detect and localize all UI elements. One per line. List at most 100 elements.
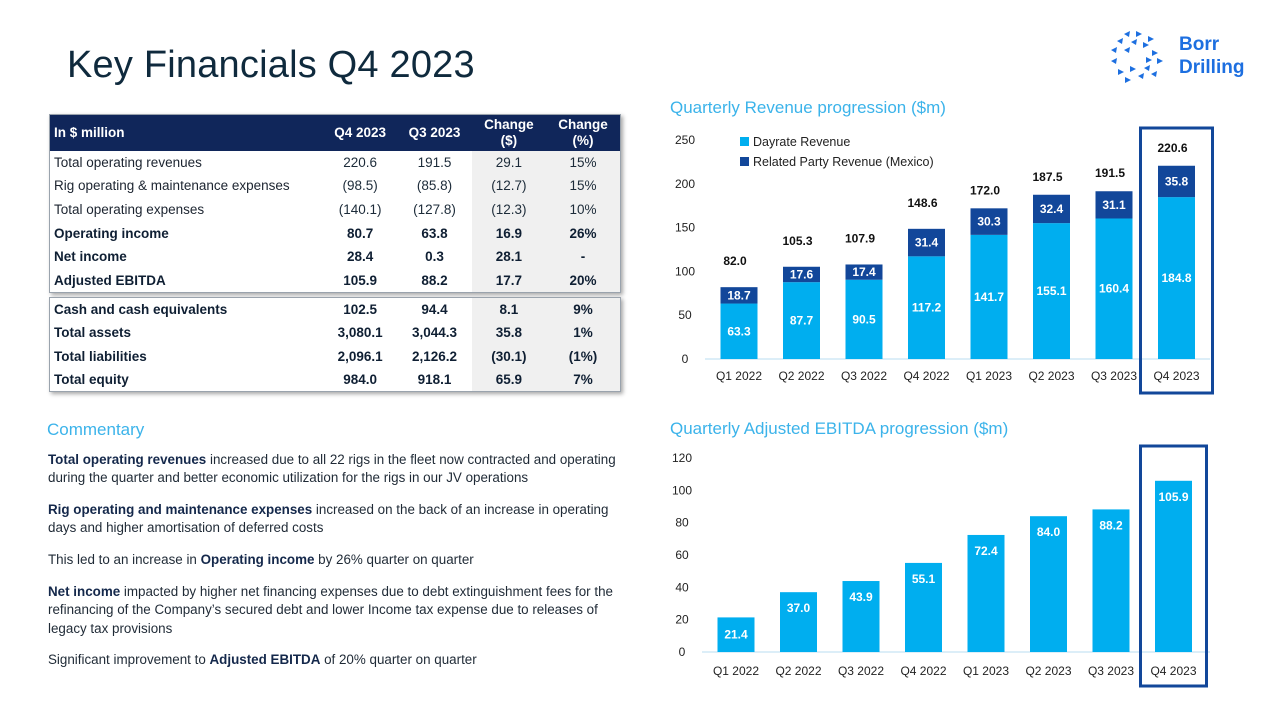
commentary-emphasis: Operating income	[200, 552, 315, 568]
commentary-paragraph: Rig operating and maintenance expenses i…	[48, 501, 618, 538]
y-tick-label: 150	[675, 221, 695, 235]
y-tick-label: 0	[679, 645, 686, 659]
cell-change-dollar: (12.7)	[471, 174, 547, 198]
table-row: Rig operating & maintenance expenses (98.…	[50, 174, 621, 198]
bar-ebitda	[1030, 516, 1067, 652]
data-label-dayrate: 117.2	[912, 301, 942, 315]
cell-change-pct: -	[546, 244, 621, 269]
legend-label: Dayrate Revenue	[753, 135, 850, 149]
cell-q4-2023: 3,080.1	[337, 325, 383, 341]
revenue-chart: 0 50 100 150 200 250 Dayrate Revenue Related Pa…	[675, 126, 1214, 395]
row-label: Cash and cash equivalents	[54, 302, 228, 318]
cell-change-pct: 10%	[546, 197, 621, 222]
bar-ebitda	[1092, 509, 1130, 652]
cell-q4-2023: 105.9	[343, 272, 378, 288]
table-row: Total operating revenues 220.6 191.5 29.1 15…	[50, 150, 621, 175]
data-label-dayrate: 87.7	[790, 314, 814, 328]
x-tick-label: Q2 2023	[1028, 369, 1074, 383]
cell-change-pct: 15%	[546, 174, 621, 198]
cell-change-dollar: 28.1	[471, 244, 547, 269]
revenue-chart-title: Quarterly Revenue progression ($m)	[670, 98, 946, 117]
data-label-total: 105.3	[782, 234, 812, 248]
row-label: Total liabilities	[54, 348, 147, 364]
table-row: Total liabilities 2,096.1 2,126.2 (30.1) (1%…	[50, 344, 621, 369]
header-change-pct-line2: (%)	[572, 132, 594, 148]
cell-change-pct: 7%	[546, 368, 621, 392]
data-label-ebitda: 72.4	[974, 544, 998, 558]
cell-q4-2023: 2,096.1	[337, 348, 383, 364]
cell-change-pct: 9%	[546, 297, 621, 322]
y-tick-label: 60	[675, 548, 689, 562]
x-tick-label: Q1 2022	[713, 664, 759, 678]
commentary-emphasis: Total operating revenues	[48, 452, 207, 467]
x-tick-label: Q2 2022	[778, 369, 824, 383]
table-row: Total assets 3,080.1 3,044.3 35.8 1%	[50, 321, 621, 345]
data-label-ebitda: 105.9	[1158, 490, 1188, 504]
data-label-related-party: 17.6	[790, 267, 814, 281]
cell-change-dollar: 17.7	[471, 268, 547, 293]
logo-mark-icon	[1111, 31, 1163, 83]
bar-dayrate	[845, 279, 883, 359]
data-label-total: 220.6	[1157, 141, 1187, 155]
cell-q4-2023: 102.5	[343, 302, 378, 318]
commentary-paragraph: Significant improvement to Adjusted EBIT…	[48, 651, 618, 669]
data-label-dayrate: 184.8	[1161, 271, 1191, 285]
bar-dayrate	[720, 303, 758, 359]
commentary-text: by 26% quarter on quarter	[314, 552, 474, 568]
cell-q4-2023: (140.1)	[338, 201, 382, 217]
data-label-related-party: 30.3	[977, 215, 1001, 229]
data-label-related-party: 17.4	[852, 265, 876, 279]
cell-q3-2023: 0.3	[425, 249, 444, 265]
cell-change-dollar: 8.1	[471, 297, 547, 322]
bar-ebitda	[967, 534, 1005, 652]
legend-label: Related Party Revenue (Mexico)	[753, 155, 934, 169]
income-statement-table: In $ million Q4 2023 Q3 2023 Change ($) …	[49, 114, 621, 293]
page-title: Key Financials Q4 2023	[67, 44, 475, 86]
highlight-box	[1139, 126, 1214, 395]
commentary-pre-text: Significant improvement to	[48, 652, 210, 668]
x-tick-label: Q2 2023	[1025, 664, 1071, 678]
highlight-box	[1139, 444, 1208, 688]
header-label: In $ million	[49, 114, 323, 151]
table-row: Cash and cash equivalents 102.5 94.4 8.1 9%	[50, 297, 621, 322]
data-label-related-party: 31.4	[915, 236, 939, 250]
logo-line-1: Borr	[1179, 34, 1220, 55]
commentary-emphasis: Net income	[48, 583, 121, 599]
x-tick-label: Q1 2022	[716, 369, 762, 383]
cell-q3-2023: 3,044.3	[411, 325, 458, 341]
row-label: Net income	[54, 249, 127, 265]
data-label-related-party: 31.1	[1102, 198, 1126, 212]
bar-dayrate	[908, 256, 945, 359]
x-tick-label: Q3 2023	[1091, 369, 1137, 383]
header-q4-2023: Q4 2023	[322, 114, 398, 151]
ebitda-chart: 0 20 40 60 80 100 120 21.4 Q1 2022 37.0 Q2 2022 43.…	[672, 444, 1210, 688]
x-tick-label: Q3 2023	[1088, 664, 1134, 678]
bar-related-party	[908, 228, 945, 257]
cell-change-pct: 15%	[546, 150, 621, 175]
bar-related-party	[970, 208, 1008, 235]
data-label-dayrate: 160.4	[1099, 282, 1129, 296]
data-label-ebitda: 43.9	[849, 590, 873, 604]
data-label-dayrate: 63.3	[727, 324, 751, 338]
row-label: Operating income	[54, 225, 169, 241]
bar-related-party	[1158, 165, 1195, 198]
x-tick-label: Q2 2022	[775, 664, 821, 678]
commentary-paragraph: This led to an increase in Operating inc…	[48, 551, 618, 569]
cell-q3-2023: 191.5	[417, 154, 452, 170]
table-row: Total operating expenses (140.1) (127.8) (1…	[50, 197, 621, 222]
cell-change-dollar: 65.9	[471, 368, 547, 392]
data-label-ebitda: 88.2	[1099, 518, 1123, 532]
data-label-total: 172.0	[970, 183, 1000, 197]
cell-q3-2023: (127.8)	[413, 201, 456, 217]
cell-change-pct: (1%)	[546, 344, 621, 369]
cell-q4-2023: 80.7	[346, 225, 374, 241]
logo-line-2: Drilling	[1179, 57, 1245, 78]
commentary-text: increased due to all 22 rigs in the flee…	[48, 452, 616, 486]
header-q3-2023: Q3 2023	[397, 114, 472, 151]
balance-sheet-table: Cash and cash equivalents 102.5 94.4 8.1 9% T…	[49, 297, 621, 393]
y-tick-label: 100	[675, 264, 695, 278]
y-tick-label: 200	[675, 177, 695, 191]
y-tick-label: 100	[672, 483, 692, 497]
y-tick-label: 40	[675, 580, 689, 594]
y-tick-label: 0	[682, 352, 689, 366]
